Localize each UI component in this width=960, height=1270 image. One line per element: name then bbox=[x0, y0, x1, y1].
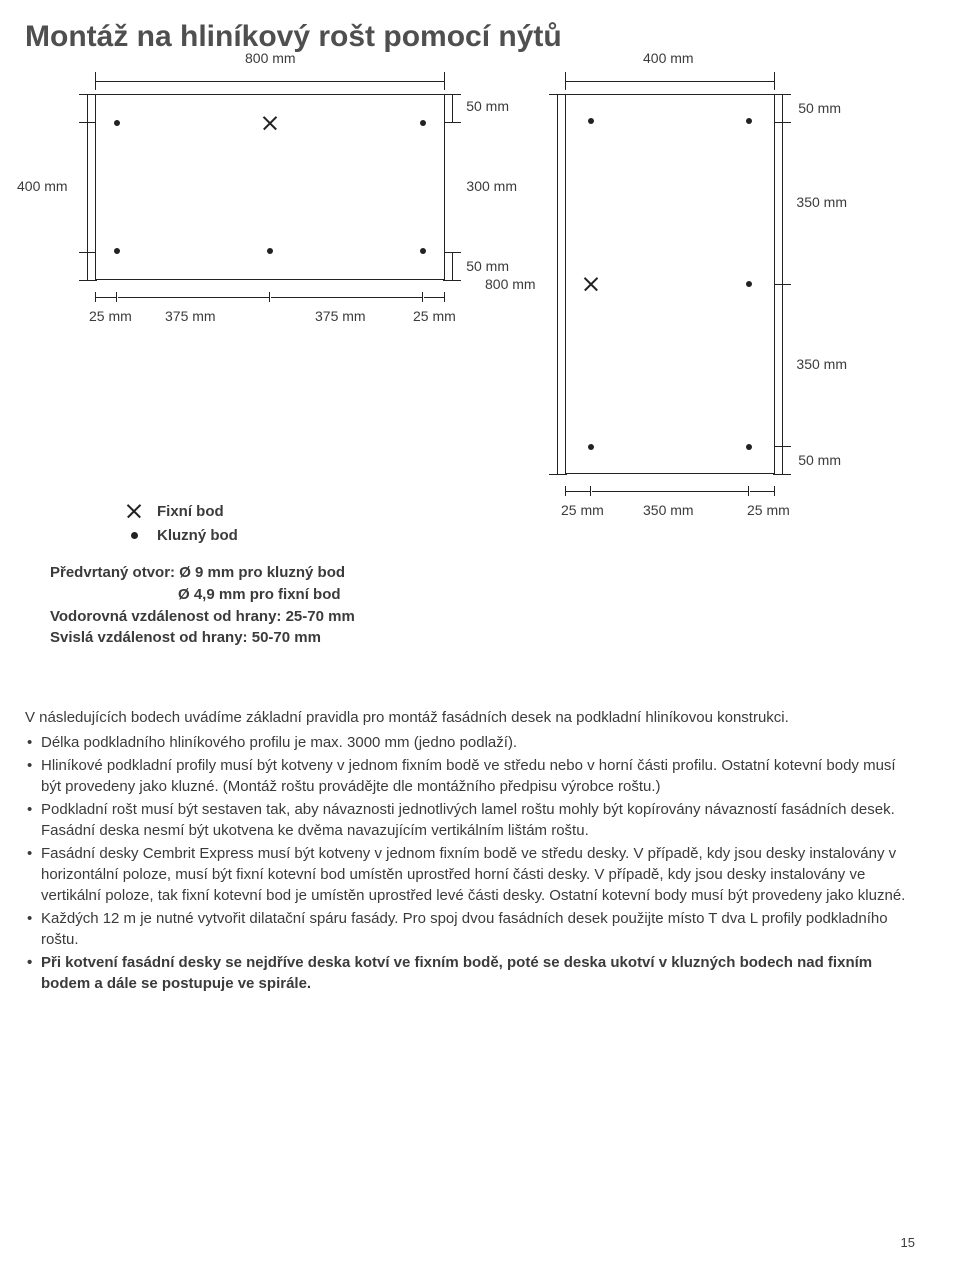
dim-label: 50 mm bbox=[466, 98, 509, 114]
dim-label: 400 mm bbox=[643, 50, 694, 66]
legend-slide: Kluzný bod bbox=[157, 527, 238, 544]
diagrams: 800 mm 400 mm 50 mm 300 mm 50 mm bbox=[95, 94, 915, 474]
dim-label: 350 mm bbox=[643, 502, 694, 518]
spec-line: Předvrtaný otvor: Ø 9 mm pro kluzný bod bbox=[50, 562, 915, 584]
list-item: Hliníkové podkladní profily musí být kot… bbox=[25, 755, 915, 797]
panel-rect bbox=[95, 94, 445, 280]
spec-line: Svislá vzdálenost od hrany: 50-70 mm bbox=[50, 627, 915, 649]
dim-label: 50 mm bbox=[798, 100, 841, 116]
specs: Předvrtaný otvor: Ø 9 mm pro kluzný bod … bbox=[50, 562, 915, 649]
dim-label: 400 mm bbox=[17, 178, 68, 194]
page-number: 15 bbox=[901, 1235, 915, 1250]
dim-label: 375 mm bbox=[315, 308, 366, 324]
dim-label: 25 mm bbox=[413, 308, 456, 324]
list-item: Délka podkladního hliníkového profilu je… bbox=[25, 732, 915, 753]
panel-rect bbox=[565, 94, 775, 474]
dim-label: 375 mm bbox=[165, 308, 216, 324]
intro-text: V následujících bodech uvádíme základní … bbox=[25, 709, 915, 726]
dim-label: 350 mm bbox=[796, 194, 847, 210]
dim-label: 25 mm bbox=[747, 502, 790, 518]
list-item: Při kotvení fasádní desky se nejdříve de… bbox=[25, 952, 915, 994]
dim-label: 50 mm bbox=[798, 452, 841, 468]
dim-label: 350 mm bbox=[796, 356, 847, 372]
spec-line: Ø 4,9 mm pro fixní bod bbox=[178, 584, 915, 606]
spec-line: Vodorovná vzdálenost od hrany: 25-70 mm bbox=[50, 606, 915, 628]
dim-label: 800 mm bbox=[245, 50, 296, 66]
dim-label: 50 mm bbox=[466, 258, 509, 274]
rules-list: Délka podkladního hliníkového profilu je… bbox=[25, 732, 915, 994]
dim-label: 25 mm bbox=[561, 502, 604, 518]
list-item: Fasádní desky Cembrit Express musí být k… bbox=[25, 843, 915, 906]
list-item: Podkladní rošt musí být sestaven tak, ab… bbox=[25, 799, 915, 841]
diagram-right: 400 mm 800 mm 50 mm 350 mm 350 mm 50 mm bbox=[565, 94, 775, 474]
list-item: Každých 12 m je nutné vytvořit dilatační… bbox=[25, 908, 915, 950]
legend-fix: Fixní bod bbox=[157, 503, 224, 520]
page-title: Montáž na hliníkový rošt pomocí nýtů bbox=[25, 20, 915, 54]
dim-label: 300 mm bbox=[466, 178, 517, 194]
dim-label: 800 mm bbox=[485, 276, 536, 292]
diagram-left: 800 mm 400 mm 50 mm 300 mm 50 mm bbox=[95, 94, 445, 474]
legend: Fixní bod Kluzný bod bbox=[125, 502, 915, 544]
dim-label: 25 mm bbox=[89, 308, 132, 324]
